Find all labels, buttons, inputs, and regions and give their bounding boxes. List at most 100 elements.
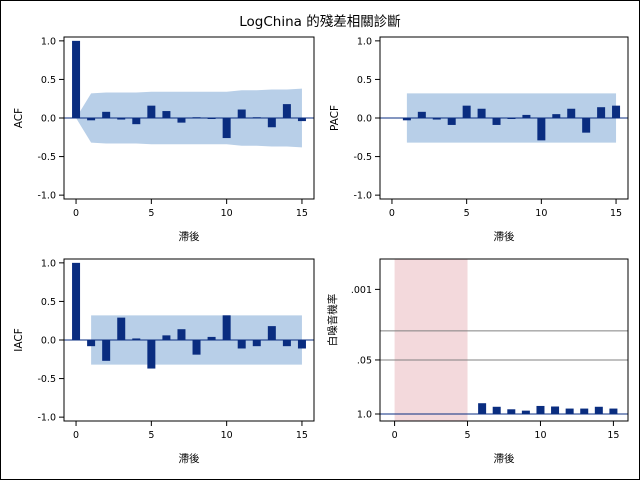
iacf-bar-lag-7	[177, 329, 186, 340]
white-noise-bar-lag-10	[536, 405, 545, 414]
y-axis-label: ACF	[13, 108, 25, 128]
acf-bar-lag-9	[207, 118, 216, 119]
x-tick-label: 0	[73, 208, 79, 219]
x-tick-label: 10	[221, 208, 233, 219]
y-tick-label: -1.0	[37, 191, 56, 202]
acf-bar-lag-1	[87, 118, 96, 121]
x-tick-label: 15	[296, 430, 308, 441]
iacf-bar-lag-0	[72, 262, 81, 340]
iacf-bar-lag-9	[207, 336, 216, 340]
pacf-bar-lag-8	[507, 118, 516, 119]
pacf-bar-lag-9	[522, 114, 531, 118]
pacf-bar-lag-15	[612, 105, 621, 118]
x-tick-label: 10	[221, 430, 233, 441]
white-noise-bar-lag-8	[507, 409, 516, 414]
iacf-bar-lag-4	[132, 338, 141, 340]
iacf-bar-lag-1	[87, 340, 96, 347]
y-tick-label: 0.0	[41, 336, 56, 347]
x-axis-label: 滯後	[179, 452, 200, 465]
acf-bar-lag-12	[252, 117, 261, 119]
pacf-bar-lag-14	[597, 107, 606, 118]
y-tick-label: 0.5	[41, 297, 56, 308]
figure-title: LogChina 的殘差相關診斷	[239, 13, 400, 30]
pacf-bar-lag-2	[417, 111, 426, 118]
white-noise-panel: 1.0 .05 .001 0 5 10 15 滯後 白噪音機率	[326, 258, 629, 465]
acf-bar-lag-11	[237, 109, 246, 118]
y-tick-label: 0.5	[41, 75, 56, 86]
acf-bar-lag-4	[132, 118, 141, 125]
acf-bar-lag-6	[162, 111, 171, 118]
pacf-bar-lag-1	[402, 118, 411, 121]
pacf-bar-lag-6	[477, 108, 486, 118]
white-noise-bar-lag-12	[565, 408, 574, 414]
pacf-bar-lag-11	[552, 114, 561, 118]
white-noise-bar-lag-7	[492, 406, 501, 414]
iacf-bar-lag-5	[147, 340, 156, 369]
white-noise-bar-lag-13	[580, 408, 589, 414]
unused-lag-region	[394, 259, 468, 421]
y-tick-label: -1.0	[353, 191, 372, 202]
iacf-bar-lag-10	[222, 315, 231, 340]
iacf-panel: 1.0 0.5 0.0 -0.5 -1.0 0 5 10 15 滯後 IACF	[13, 258, 315, 465]
y-tick-label: 0.5	[357, 75, 372, 86]
x-axis-label: 滯後	[179, 230, 200, 243]
pacf-bar-lag-3	[432, 118, 441, 120]
x-axis-label: 滯後	[494, 452, 515, 465]
pacf-bar-lag-7	[492, 118, 501, 125]
y-tick-label: 0.0	[357, 114, 372, 125]
iacf-bar-lag-11	[237, 340, 246, 349]
iacf-bar-lag-3	[117, 317, 126, 340]
y-tick-label: 0.0	[41, 114, 56, 125]
iacf-bar-lag-13	[267, 326, 276, 340]
y-tick-label: -1.0	[37, 413, 56, 424]
x-tick-label: 5	[148, 208, 154, 219]
y-tick-label: 1.0	[357, 36, 372, 47]
iacf-bar-lag-15	[297, 340, 306, 349]
x-tick-label: 5	[148, 430, 154, 441]
acf-bar-lag-5	[147, 105, 156, 118]
acf-bar-lag-10	[222, 118, 231, 139]
pacf-bar-lag-4	[447, 118, 456, 125]
white-noise-bar-lag-14	[594, 406, 603, 414]
acf-bar-lag-13	[267, 118, 276, 128]
acf-bar-lag-8	[192, 117, 201, 119]
x-tick-label: 0	[73, 430, 79, 441]
white-noise-bar-lag-15	[609, 408, 618, 414]
x-tick-label: 15	[296, 208, 308, 219]
x-tick-label: 15	[610, 208, 622, 219]
x-tick-label: 5	[465, 430, 471, 441]
acf-bar-lag-2	[102, 111, 111, 118]
x-tick-label: 0	[392, 430, 398, 441]
iacf-bar-lag-2	[102, 340, 111, 361]
iacf-bar-lag-12	[252, 340, 261, 347]
x-tick-label: 5	[464, 208, 470, 219]
acf-bar-lag-0	[72, 40, 81, 118]
plot-frame	[379, 258, 629, 422]
iacf-bar-lag-6	[162, 335, 171, 340]
pacf-bar-lag-10	[537, 118, 546, 141]
pacf-bar-lag-5	[462, 105, 471, 118]
x-tick-label: 0	[389, 208, 395, 219]
pacf-bar-lag-12	[567, 108, 576, 118]
y-axis-label: 白噪音機率	[326, 294, 339, 347]
white-noise-bar-lag-9	[521, 410, 530, 414]
iacf-bar-lag-8	[192, 340, 201, 355]
x-tick-label: 15	[607, 430, 619, 441]
y-tick-label: 1.0	[41, 36, 56, 47]
acf-bar-lag-15	[297, 118, 306, 122]
y-tick-label: 1.0	[357, 410, 372, 421]
y-tick-label: .05	[357, 355, 372, 366]
y-tick-label: .001	[351, 285, 372, 296]
acf-bar-lag-7	[177, 118, 186, 123]
acf-bar-lag-3	[117, 118, 126, 120]
pacf-panel: 1.0 0.5 0.0 -0.5 -1.0 0 5 10 15 滯後 PACF	[329, 36, 629, 243]
pacf-bar-lag-13	[582, 118, 591, 133]
y-tick-label: -0.5	[353, 152, 372, 163]
y-axis-label: PACF	[329, 105, 341, 131]
white-noise-bar-lag-6	[478, 403, 487, 414]
iacf-bar-lag-14	[282, 340, 291, 347]
x-axis-label: 滯後	[494, 230, 515, 243]
x-tick-label: 10	[534, 430, 546, 441]
